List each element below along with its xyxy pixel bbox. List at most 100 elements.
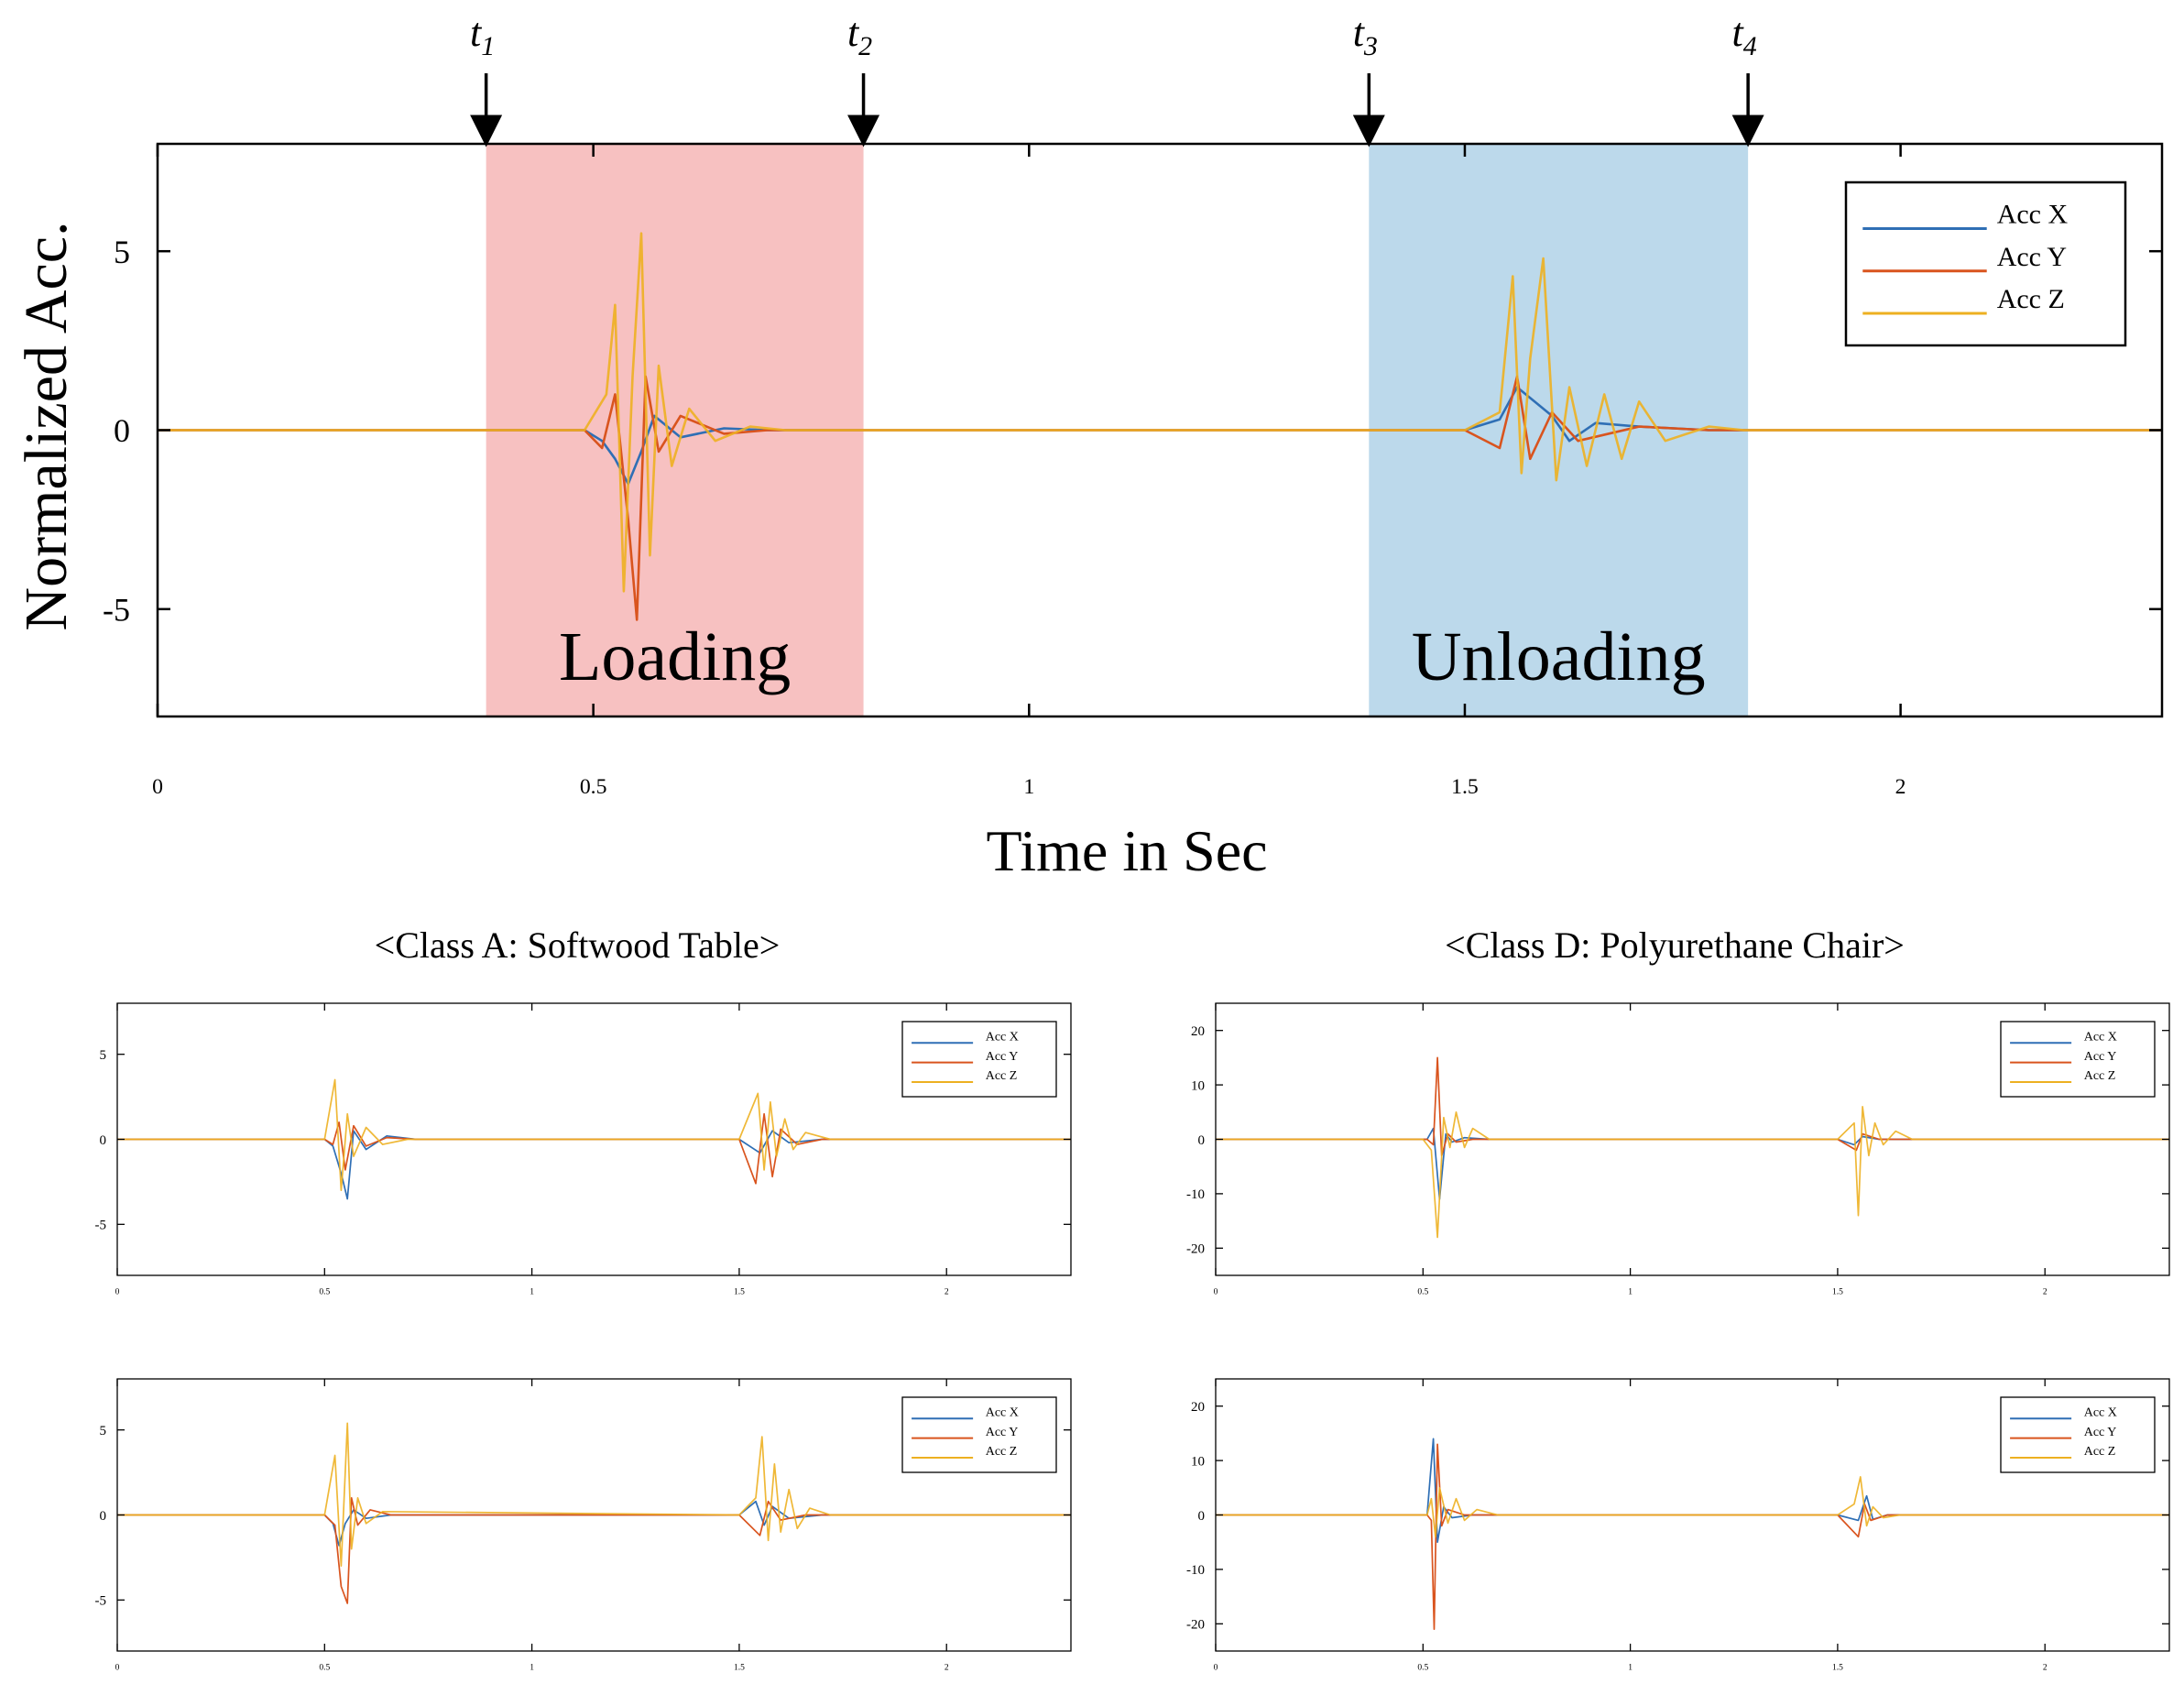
x-tick-label: 2: [1895, 775, 1906, 799]
series-acc-z: [158, 232, 2162, 593]
marker-label: t3: [1353, 10, 1378, 61]
chart-class-a-2: 0 0.5 1 1.5 2 5 0 -5 Acc X Acc Y Acc Z: [95, 1378, 1072, 1672]
legend-label: Acc Y: [1997, 242, 2067, 272]
chart-class-d-2: 0 0.5 1 1.5 2 20 10 0 -10 -20 Acc X Acc Y Acc Z: [1186, 1378, 2170, 1672]
region-label-loading: Loading: [559, 618, 791, 695]
y-tick-label: -5: [95, 1219, 107, 1233]
y-tick-label: 5: [100, 1424, 107, 1438]
y-tick-label: 10: [1191, 1078, 1205, 1093]
legend-label: Acc Z: [1997, 284, 2065, 314]
x-axis-label: Time in Sec: [987, 818, 1268, 883]
x-tick-label: 1: [530, 1286, 534, 1296]
legend-box: [901, 1396, 1057, 1473]
y-tick-label: 0: [100, 1509, 107, 1524]
x-tick-label: 0.5: [580, 775, 607, 799]
x-tick-label: 0.5: [1417, 1286, 1428, 1296]
y-axis-label: Normalized Acc.: [13, 221, 80, 630]
x-tick-label: 0: [152, 775, 163, 799]
x-tick-label: 1: [1628, 1662, 1633, 1672]
series-acc-x: [158, 386, 2162, 486]
y-tick-label: -10: [1186, 1563, 1205, 1578]
x-tick-label: 1.5: [734, 1286, 745, 1296]
x-tick-label: 0: [115, 1662, 120, 1672]
x-tick-label: 2: [2043, 1286, 2048, 1296]
series-acc-x: [117, 1500, 1071, 1547]
y-tick-label: -10: [1186, 1187, 1205, 1202]
legend-box: [1844, 180, 2127, 347]
legend: Acc X Acc Y Acc Z: [901, 1396, 1057, 1473]
y-tick-label: 5: [114, 234, 130, 270]
y-tick-label: -5: [95, 1594, 107, 1609]
series-acc-y: [117, 1112, 1071, 1185]
legend: Acc X Acc Y Acc Z: [2000, 1021, 2156, 1098]
class-a-title: <Class A: Softwood Table>: [375, 924, 781, 966]
chart-class-a-1: 0 0.5 1 1.5 2 5 0 -5 Acc X Acc Y Acc Z: [95, 1002, 1072, 1296]
x-tick-label: 2: [945, 1286, 949, 1296]
x-tick-label: 0: [115, 1286, 120, 1296]
series-acc-x: [117, 1130, 1071, 1200]
legend-box: [901, 1021, 1057, 1098]
legend-label: Acc Y: [986, 1050, 1019, 1064]
y-tick-label: 10: [1191, 1454, 1205, 1469]
y-tick-label: 20: [1191, 1024, 1205, 1039]
legend-box: [2000, 1021, 2156, 1098]
y-tick-label: 0: [100, 1133, 107, 1148]
series-acc-z: [117, 1078, 1071, 1192]
x-tick-label: 1.5: [734, 1662, 745, 1672]
legend-label: Acc X: [2084, 1031, 2117, 1044]
series-acc-z: [1216, 1106, 2169, 1239]
x-tick-label: 0.5: [1417, 1662, 1428, 1672]
legend-label: Acc Z: [986, 1445, 1018, 1459]
marker-label: t2: [847, 10, 872, 61]
legend: Acc X Acc Y Acc Z: [2000, 1396, 2156, 1473]
legend: Acc X Acc Y Acc Z: [901, 1021, 1057, 1098]
y-tick-label: 0: [114, 412, 130, 449]
y-tick-label: -20: [1186, 1242, 1205, 1257]
series-acc-z: [1216, 1476, 2169, 1538]
y-tick-label: 0: [1198, 1509, 1206, 1524]
legend-label: Acc X: [2084, 1406, 2117, 1420]
legend-label: Acc Y: [2084, 1426, 2117, 1439]
legend: Acc X Acc Y Acc Z: [1844, 180, 2127, 347]
x-tick-label: 2: [2043, 1662, 2048, 1672]
x-tick-label: 1: [1023, 775, 1034, 799]
x-tick-label: 0.5: [319, 1286, 330, 1296]
x-tick-label: 2: [945, 1662, 949, 1672]
x-tick-label: 1: [1628, 1286, 1633, 1296]
marker-label: t4: [1732, 10, 1757, 61]
legend-label: Acc X: [986, 1406, 1019, 1420]
legend-label: Acc Z: [2084, 1069, 2116, 1083]
legend-label: Acc X: [986, 1031, 1019, 1044]
legend-label: Acc X: [1997, 200, 2069, 230]
y-tick-label: 20: [1191, 1400, 1205, 1415]
legend-label: Acc Y: [986, 1426, 1019, 1439]
x-tick-label: 0.5: [319, 1662, 330, 1672]
y-tick-label: -5: [103, 591, 130, 628]
charts-layer: Loading Unloading 0 0.5 1 1.5 2 5 0 -5 Acc X Acc Y A…: [95, 10, 2170, 1672]
x-tick-label: 1: [530, 1662, 534, 1672]
y-tick-label: 5: [100, 1048, 107, 1063]
marker-subscript: 2: [858, 31, 872, 61]
series-acc-y: [117, 1497, 1071, 1604]
series-acc-z: [117, 1422, 1071, 1568]
x-tick-label: 0: [1214, 1286, 1218, 1296]
marker-subscript: 4: [1743, 31, 1757, 61]
marker-subscript: 1: [481, 31, 495, 61]
chart-class-d-1: 0 0.5 1 1.5 2 20 10 0 -10 -20 Acc X Acc Y Acc Z: [1186, 1002, 2170, 1296]
x-tick-label: 1.5: [1832, 1286, 1843, 1296]
legend-label: Acc Z: [2084, 1445, 2116, 1459]
x-tick-label: 1.5: [1451, 775, 1479, 799]
class-d-title: <Class D: Polyurethane Chair>: [1445, 924, 1905, 966]
y-tick-label: -20: [1186, 1618, 1205, 1633]
series-acc-y: [1216, 1056, 2169, 1157]
marker-subscript: 3: [1363, 31, 1378, 61]
y-tick-label: 0: [1198, 1133, 1206, 1148]
series-acc-y: [158, 375, 2162, 621]
legend-label: Acc Z: [986, 1069, 1018, 1083]
legend-box: [2000, 1396, 2156, 1473]
x-tick-label: 1.5: [1832, 1662, 1843, 1672]
region-label-unloading: Unloading: [1412, 618, 1706, 695]
marker-label: t1: [470, 10, 495, 61]
